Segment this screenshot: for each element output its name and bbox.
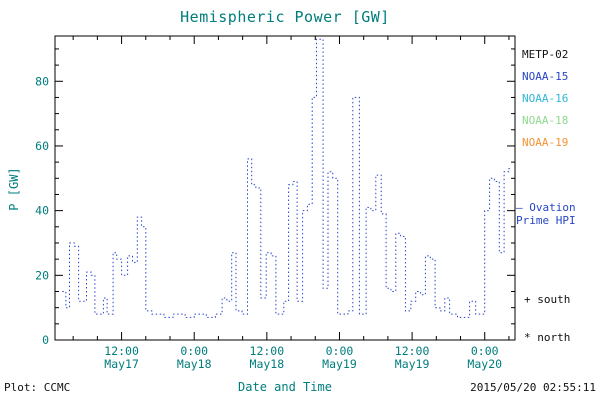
plot-timestamp: 2015/05/20 02:55:11	[470, 381, 596, 394]
south-marker-note: + south	[524, 293, 571, 306]
x-tick-date-label: May17	[104, 357, 139, 371]
x-tick-time-label: 12:00	[104, 344, 139, 358]
north-marker-note: * north	[524, 331, 571, 344]
ovation-prime-label: – Ovation Prime HPI	[516, 201, 576, 227]
x-tick-time-label: 0:00	[471, 344, 499, 358]
ovation-label-line2: Prime HPI	[516, 214, 576, 227]
satellite-legend: METP-02 NOAA-15 NOAA-16 NOAA-18 NOAA-19	[522, 44, 568, 154]
y-axis-label: P [GW]	[7, 167, 21, 211]
y-tick-label: 80	[35, 74, 49, 88]
x-tick-time-label: 12:00	[250, 344, 285, 358]
x-tick-time-label: 0:00	[326, 344, 354, 358]
y-tick-label: 40	[35, 204, 49, 218]
x-axis-label: Date and Time	[238, 380, 332, 394]
chart-title: Hemispheric Power [GW]	[180, 8, 390, 26]
y-tick-label: 20	[35, 268, 49, 282]
legend-item-noaa18: NOAA-18	[522, 114, 569, 127]
legend-item-noaa19: NOAA-19	[522, 136, 569, 149]
x-tick-time-label: 0:00	[180, 344, 208, 358]
power-trace	[62, 38, 512, 318]
y-tick-label: 60	[35, 139, 49, 153]
ovation-label-line1: – Ovation	[516, 201, 576, 214]
x-tick-date-label: May20	[467, 357, 502, 371]
x-tick-date-label: May18	[177, 357, 212, 371]
legend-item-noaa16: NOAA-16	[522, 92, 569, 105]
x-tick-date-label: May19	[395, 357, 430, 371]
legend-item-metp02: METP-02	[522, 48, 569, 61]
y-tick-label: 0	[42, 333, 49, 347]
x-tick-time-label: 12:00	[395, 344, 430, 358]
x-tick-date-label: May19	[322, 357, 357, 371]
plot-frame	[54, 35, 516, 341]
legend-item-noaa15: NOAA-15	[522, 70, 569, 83]
x-tick-date-label: May18	[250, 357, 285, 371]
plot-credit: Plot: CCMC	[4, 381, 71, 394]
